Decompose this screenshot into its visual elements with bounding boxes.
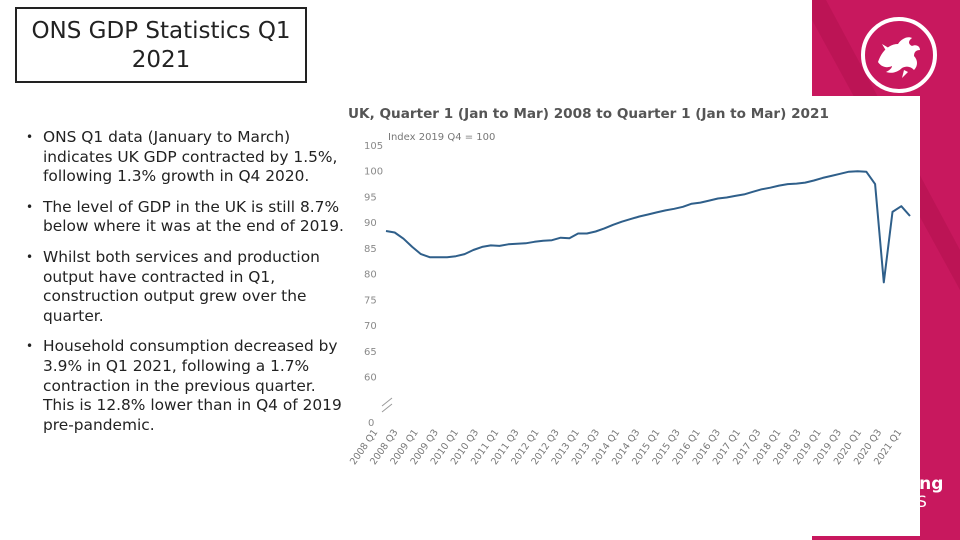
slide-title-line1: ONS GDP Statistics Q1 bbox=[31, 18, 291, 44]
bullet-dot: • bbox=[26, 249, 34, 264]
y-tick-label: 95 bbox=[364, 192, 377, 203]
bullet-text: ONS Q1 data (January to March) indicates… bbox=[43, 128, 338, 186]
y-tick-label: 105 bbox=[364, 141, 383, 152]
y-tick-label: 90 bbox=[364, 218, 377, 229]
bullet-item: • Household consumption decreased by 3.9… bbox=[26, 337, 344, 435]
y-tick-label-zero: 0 bbox=[368, 418, 374, 429]
y-axis-label: Index 2019 Q4 = 100 bbox=[388, 132, 495, 143]
y-tick-label: 70 bbox=[364, 321, 377, 332]
y-tick-label: 85 bbox=[364, 244, 377, 255]
bullet-item: • ONS Q1 data (January to March) indicat… bbox=[26, 128, 344, 187]
chart-title: UK, Quarter 1 (Jan to Mar) 2008 to Quart… bbox=[348, 106, 829, 122]
bullet-item: • The level of GDP in the UK is still 8.… bbox=[26, 198, 344, 237]
y-tick-label: 75 bbox=[364, 295, 377, 306]
axis-break-mark bbox=[381, 397, 393, 407]
slide-title-line2: 2021 bbox=[131, 47, 191, 73]
slide-title: ONS GDP Statistics Q1 2021 bbox=[15, 7, 307, 83]
axis-break-mark bbox=[381, 403, 393, 413]
bullet-list: • ONS Q1 data (January to March) indicat… bbox=[26, 128, 344, 446]
y-tick-label: 60 bbox=[364, 373, 377, 384]
y-tick-label: 100 bbox=[364, 167, 383, 178]
gdp-chart-svg: UK, Quarter 1 (Jan to Mar) 2008 to Quart… bbox=[348, 106, 911, 467]
gdp-series-line bbox=[385, 170, 911, 284]
bullet-text: Whilst both services and production outp… bbox=[43, 247, 320, 325]
bullet-text: The level of GDP in the UK is still 8.7%… bbox=[43, 197, 344, 236]
welsh-dragon-icon bbox=[861, 17, 937, 93]
bullet-item: • Whilst both services and production ou… bbox=[26, 248, 344, 326]
bullet-dot: • bbox=[26, 339, 34, 354]
bullet-text: Household consumption decreased by 3.9% … bbox=[43, 337, 342, 434]
gdp-chart: UK, Quarter 1 (Jan to Mar) 2008 to Quart… bbox=[344, 96, 920, 536]
y-tick-label: 80 bbox=[364, 270, 377, 281]
bullet-dot: • bbox=[26, 199, 34, 214]
bullet-dot: • bbox=[26, 130, 34, 144]
y-tick-label: 65 bbox=[364, 347, 377, 358]
